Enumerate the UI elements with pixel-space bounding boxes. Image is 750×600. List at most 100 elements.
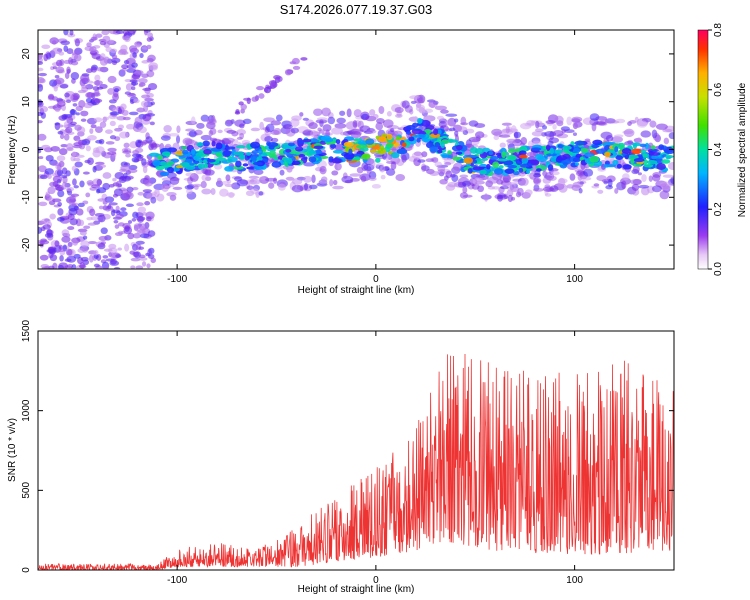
spectrogram-blob: [563, 162, 568, 166]
spectrogram-blob: [591, 144, 600, 149]
spectrogram-blob: [93, 98, 103, 103]
spectrogram-blob: [637, 172, 642, 176]
spectrogram-blob: [455, 126, 468, 132]
spectrogram-blob: [594, 121, 606, 125]
spectrogram-blob: [38, 61, 44, 66]
spectrogram-blob: [108, 202, 118, 206]
snr-line: [38, 353, 674, 570]
spectrogram-blob: [166, 166, 174, 174]
spectrogram-blob: [68, 207, 78, 216]
snr-x-label: Height of straight line (km): [298, 584, 415, 595]
spectrogram-blob: [416, 137, 421, 143]
spectrogram-blob: [615, 118, 626, 124]
spectrogram-blob: [182, 149, 189, 155]
spectrogram-blob: [621, 147, 632, 154]
spectrogram-blob: [518, 150, 527, 156]
spectrogram-blob: [123, 191, 134, 200]
spectrogram-blob: [436, 115, 445, 121]
spectrogram-blob: [150, 196, 157, 204]
spectrogram-blob: [82, 171, 90, 175]
spectrogram-blob: [139, 53, 144, 59]
spectrogram-blob: [140, 100, 148, 108]
spectrogram-blob: [57, 202, 63, 207]
spectrogram-blob: [396, 148, 408, 155]
spectrogram-blob: [38, 72, 48, 77]
spectrogram-blob: [50, 146, 60, 152]
spectrogram-y-label: Frequency (Hz): [7, 116, 18, 185]
spectrogram-blob: [325, 137, 334, 143]
spectrogram-blob: [566, 116, 573, 126]
spectrogram-blob: [141, 73, 149, 78]
spectrogram-blob: [135, 265, 144, 269]
spectrogram-blob: [359, 173, 371, 181]
spectrogram-blob: [350, 131, 362, 139]
spectrogram-blob: [119, 131, 129, 139]
spectrogram-blob: [256, 85, 265, 91]
spectrogram-blob: [56, 169, 64, 177]
spectrogram-blob: [292, 65, 301, 70]
spectrogram-blob: [330, 143, 337, 149]
spectrogram-blob: [545, 119, 556, 125]
spectrogram-blob: [94, 89, 100, 96]
colorbar-tick-label: 0.6: [713, 82, 724, 96]
spectrogram-blob: [103, 116, 109, 121]
spectrogram-blob: [133, 98, 140, 104]
spectrogram-blob: [372, 114, 379, 119]
spectrogram-blob: [513, 131, 522, 139]
spectrogram-blob: [182, 137, 193, 146]
spectrogram-blob: [630, 148, 642, 155]
spectrogram-blob: [78, 219, 85, 227]
spectrogram-blob: [475, 157, 482, 162]
spectrogram-blob: [578, 188, 583, 194]
spectrogram-blob: [343, 141, 354, 147]
spectrogram-blob: [76, 208, 84, 216]
spectrogram-blob: [142, 113, 152, 122]
spectrogram-blob: [263, 117, 275, 123]
spectrogram-blob: [571, 116, 583, 123]
spectrogram-blob: [111, 54, 118, 60]
spectrogram-blob: [346, 108, 352, 118]
spectrogram-blob: [38, 149, 42, 154]
spectrogram-blob: [87, 222, 97, 226]
spectrogram-blob: [161, 151, 171, 157]
spectrogram-blob: [124, 243, 130, 252]
spectrogram-blob: [141, 261, 147, 267]
spectrogram-x-tick-label: 0: [373, 274, 379, 285]
spectrogram-blob: [395, 113, 403, 118]
spectrogram-blob: [146, 37, 152, 42]
spectrogram-blob: [649, 120, 657, 128]
spectrogram-blob: [115, 254, 122, 258]
spectrogram-blob: [250, 127, 261, 132]
spectrogram-blob: [99, 57, 108, 66]
spectrogram-blob: [54, 74, 60, 79]
spectrogram-blob: [38, 105, 49, 113]
spectrogram-blob: [88, 254, 94, 263]
spectrogram-blob: [89, 46, 97, 54]
spectrogram-blob: [215, 152, 222, 157]
spectrogram-blob: [634, 116, 639, 123]
spectrogram-blob: [231, 130, 239, 137]
spectrogram-blob: [631, 168, 640, 175]
spectrogram-blob: [318, 129, 325, 134]
spectrogram-blob: [270, 120, 282, 126]
colorbar-tick-label: 0.4: [713, 142, 724, 156]
spectrogram-blob: [670, 176, 674, 185]
spectrogram-blob: [39, 78, 46, 84]
spectrogram-blob: [109, 111, 120, 116]
spectrogram-blob: [81, 246, 89, 253]
spectrogram-blob: [233, 165, 244, 170]
spectrogram-blob: [38, 84, 44, 92]
spectrogram-blob: [542, 186, 555, 192]
spectrogram-blob: [507, 194, 513, 203]
spectrogram-blob: [658, 144, 665, 151]
spectrogram-blob: [592, 139, 603, 146]
spectrogram-blob: [425, 158, 435, 163]
spectrogram-blob: [265, 123, 275, 133]
spectrogram-blob: [148, 253, 155, 259]
spectrogram-x-tick-label: -100: [167, 274, 187, 285]
spectrogram-blob: [632, 163, 642, 167]
spectrogram-blob: [87, 241, 97, 245]
spectrogram-blob: [70, 193, 80, 197]
spectrogram-blob: [206, 117, 217, 124]
spectrogram-blob: [589, 155, 600, 163]
